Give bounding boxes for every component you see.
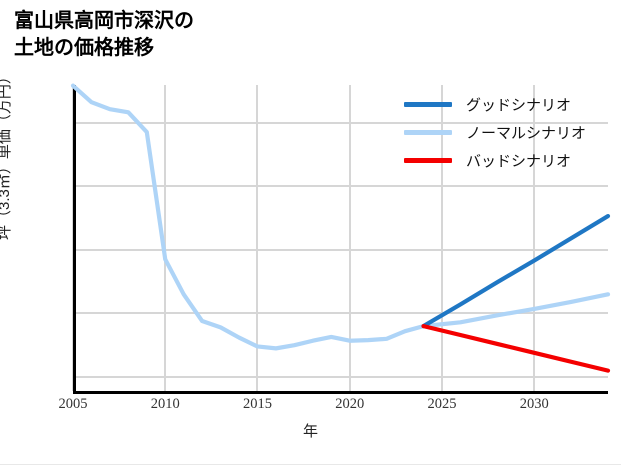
x-tick-label: 2005 (58, 396, 88, 412)
x-tick-label: 2030 (519, 396, 549, 412)
legend-item-label: ノーマルシナリオ (466, 124, 587, 142)
series-layer (70, 83, 611, 373)
gridline-horizontal (73, 185, 608, 188)
x-tick-label: 2015 (242, 396, 272, 412)
gridline-horizontal (73, 121, 608, 124)
gridline-vertical (440, 85, 443, 391)
gridline-horizontal (73, 376, 608, 378)
gridline-horizontal (73, 248, 608, 251)
legend-swatch-icon (404, 129, 452, 135)
legend-item[interactable]: バッドシナリオ (404, 146, 614, 174)
legend-item-label: バッドシナリオ (466, 152, 572, 170)
gridline-vertical (164, 85, 167, 391)
plot-area (70, 83, 611, 394)
legend-item[interactable]: グッドシナリオ (404, 90, 614, 118)
gridline-vertical (348, 85, 351, 391)
page-title: 富山県高岡市深沢の 土地の価格推移 (14, 10, 194, 59)
legend-swatch-icon (404, 157, 452, 163)
x-axis-label: 年 (302, 423, 318, 440)
x-tick-label: 2020 (335, 396, 365, 412)
legend-item[interactable]: ノーマルシナリオ (404, 118, 614, 146)
gridline-vertical (256, 85, 259, 391)
series-line (70, 83, 611, 351)
series-line (421, 213, 611, 329)
x-tick-label: 2025 (427, 396, 457, 412)
legend-swatch-icon (404, 101, 452, 107)
series-line (421, 324, 611, 373)
y-axis-line (73, 85, 76, 394)
gridline-vertical (533, 85, 536, 391)
y-axis-label: 坪（3.3㎡）単価（万円） (0, 69, 13, 240)
x-axis-line (73, 391, 608, 394)
gridline-horizontal (73, 312, 608, 315)
legend-item-label: グッドシナリオ (466, 96, 572, 114)
x-tick-label: 2010 (150, 396, 180, 412)
chart-legend: グッドシナリオ ノーマルシナリオ バッドシナリオ (404, 90, 614, 174)
